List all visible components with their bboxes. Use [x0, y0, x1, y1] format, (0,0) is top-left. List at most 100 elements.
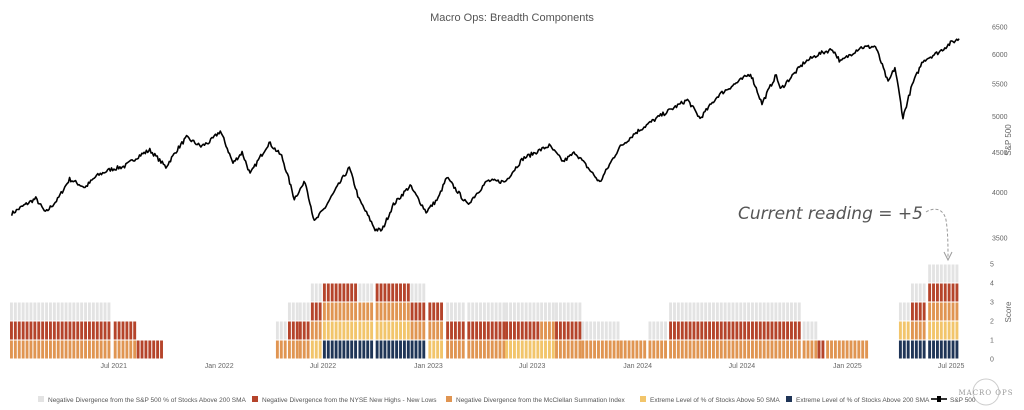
legend-swatch: [252, 396, 258, 402]
score-bar-cell: [700, 302, 704, 321]
score-bar-cell: [414, 283, 418, 302]
score-bar-cell: [395, 321, 399, 340]
score-bar-cell: [298, 340, 302, 359]
score-segment: [322, 283, 358, 359]
score-bar-cell: [739, 340, 743, 359]
score-bar-cell: [616, 321, 620, 340]
x-tick-label: Jan 2022: [205, 363, 234, 370]
score-segment: [113, 321, 137, 359]
score-bar-cell: [279, 321, 283, 340]
score-bar-cell: [33, 302, 37, 321]
legend-label: Extreme Level of % of Stocks Above 50 SM…: [650, 397, 780, 404]
score-bar-cell: [370, 321, 374, 340]
score-bar-cell: [418, 283, 422, 302]
score-bar-cell: [906, 340, 910, 359]
score-bar-cell: [502, 321, 506, 340]
score-bar-cell: [33, 321, 37, 340]
score-bar-cell: [814, 321, 818, 340]
score-bar-cell: [516, 340, 520, 359]
score-bar-cell: [570, 302, 574, 321]
score-bar-cell: [52, 340, 56, 359]
score-bar-cell: [91, 321, 95, 340]
score-bar-cell: [922, 283, 926, 302]
score-bar-cell: [797, 340, 801, 359]
sp500-price-line-group: [10, 38, 960, 232]
score-bar-cell: [715, 321, 719, 340]
score-bar-cell: [604, 321, 608, 340]
score-bar-cell: [498, 302, 502, 321]
score-bar-cell: [479, 340, 482, 359]
score-bar-cell: [362, 302, 366, 321]
score-bar-cell: [935, 264, 939, 283]
price-tick-label: 6500: [992, 25, 1008, 32]
score-bar-cell: [951, 321, 955, 340]
score-bar-cell: [406, 302, 410, 321]
score-bar-cell: [704, 340, 708, 359]
score-tick-label: 5: [990, 262, 994, 269]
score-bar-cell: [935, 302, 939, 321]
score-bar-cell: [291, 302, 295, 321]
score-bar-cell: [837, 340, 841, 359]
score-bar-cell: [918, 321, 922, 340]
score-bar-cell: [585, 340, 589, 359]
score-bar-cell: [103, 340, 107, 359]
score-bar-cell: [735, 340, 739, 359]
score-bar-cell: [383, 302, 387, 321]
score-bar-cell: [310, 321, 314, 340]
score-bar-cell: [906, 321, 910, 340]
score-bar-cell: [295, 302, 299, 321]
score-bar-cell: [88, 340, 91, 359]
score-bar-cell: [330, 283, 334, 302]
legend-item: Negative Divergence from the S&P 500 % o…: [38, 396, 247, 404]
score-bar-cell: [623, 340, 627, 359]
score-bar-cell: [418, 340, 422, 359]
score-bar-cell: [107, 321, 111, 340]
score-bar-cell: [612, 340, 616, 359]
score-bar-cell: [581, 340, 585, 359]
score-bar-cell: [723, 340, 727, 359]
score-bar-cell: [652, 340, 656, 359]
score-bar-cell: [608, 321, 612, 340]
score-bar-cell: [486, 321, 490, 340]
score-bar-cell: [144, 340, 148, 359]
score-bar-cell: [370, 302, 374, 321]
score-bar-cell: [505, 321, 509, 340]
score-axis-title: Score: [1004, 301, 1013, 322]
score-bar-cell: [358, 302, 362, 321]
score-bar-cell: [475, 321, 479, 340]
score-segment: [428, 302, 443, 359]
score-bar-cell: [76, 340, 80, 359]
score-bar-cell: [395, 302, 399, 321]
score-segment: [410, 283, 426, 359]
score-bar-cell: [99, 321, 103, 340]
score-bar-cell: [326, 340, 330, 359]
macro-ops-watermark: MACRO OPS: [958, 378, 1013, 406]
score-bar-cell: [318, 340, 322, 359]
score-bar-cell: [107, 340, 111, 359]
score-bar-cell: [279, 340, 283, 359]
score-bars: [10, 264, 959, 359]
score-bar-cell: [25, 321, 29, 340]
score-bar-cell: [60, 340, 64, 359]
score-bar-cell: [544, 321, 547, 340]
score-bar-cell: [56, 302, 60, 321]
score-bar-cell: [436, 321, 440, 340]
score-bar-cell: [326, 302, 330, 321]
score-bar-cell: [555, 302, 558, 321]
score-bar-cell: [762, 302, 766, 321]
score-bar-cell: [774, 321, 778, 340]
score-bar-cell: [532, 340, 536, 359]
score-bar-cell: [72, 340, 76, 359]
score-bar-cell: [951, 302, 955, 321]
score-bar-cell: [29, 321, 33, 340]
score-bar-cell: [947, 302, 951, 321]
score-bar-cell: [453, 340, 457, 359]
score-bar-cell: [743, 340, 747, 359]
score-bar-cell: [379, 340, 383, 359]
score-bar-cell: [922, 302, 926, 321]
score-bar-cell: [814, 340, 818, 359]
score-bar-cell: [857, 340, 861, 359]
score-bar-cell: [845, 340, 849, 359]
score-bar-cell: [643, 340, 647, 359]
score-bar-cell: [704, 321, 708, 340]
